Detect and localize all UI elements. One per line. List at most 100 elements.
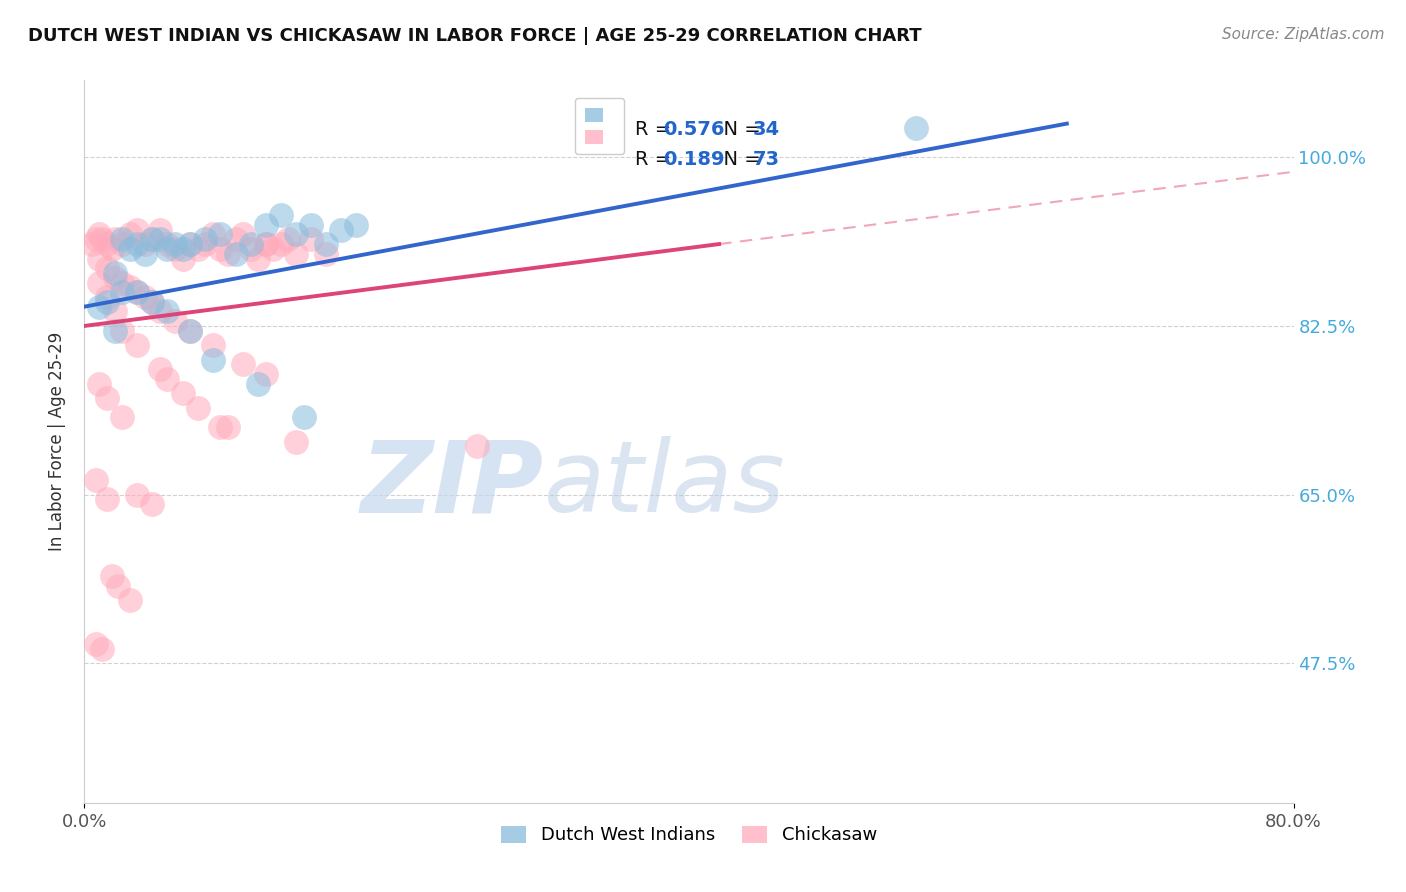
Point [270, 208, 292, 222]
Point [86, 473, 108, 487]
Point [86, 232, 108, 246]
Point [194, 237, 217, 252]
Point [96, 261, 118, 276]
Point [111, 232, 134, 246]
Point [118, 593, 141, 607]
Point [179, 237, 201, 252]
Point [134, 246, 156, 260]
Legend: Dutch West Indians, Chickasaw: Dutch West Indians, Chickasaw [494, 818, 884, 852]
Point [156, 304, 179, 318]
Point [165, 314, 187, 328]
Point [149, 232, 172, 246]
Point [91, 641, 114, 656]
Point [141, 294, 163, 309]
Point [156, 237, 179, 252]
Point [904, 121, 927, 136]
Point [209, 227, 232, 242]
Text: 73: 73 [754, 150, 780, 169]
Point [111, 285, 134, 300]
Point [118, 227, 141, 242]
Text: N =: N = [710, 150, 766, 169]
Point [149, 222, 172, 236]
Point [104, 266, 127, 280]
Point [111, 237, 134, 252]
Point [96, 290, 118, 304]
Point [156, 242, 179, 256]
Point [247, 376, 270, 391]
Point [232, 227, 254, 242]
Point [104, 270, 127, 285]
Point [89, 276, 111, 290]
Point [179, 324, 201, 338]
Point [225, 246, 247, 260]
Point [100, 569, 122, 583]
Point [141, 232, 163, 246]
Point [165, 237, 187, 252]
Point [134, 237, 156, 252]
Point [232, 358, 254, 372]
Point [315, 246, 337, 260]
Point [89, 227, 111, 242]
Text: DUTCH WEST INDIAN VS CHICKASAW IN LABOR FORCE | AGE 25-29 CORRELATION CHART: DUTCH WEST INDIAN VS CHICKASAW IN LABOR … [28, 27, 922, 45]
Point [96, 492, 118, 507]
Point [299, 218, 322, 232]
Point [299, 232, 322, 246]
Point [89, 300, 111, 314]
Text: Source: ZipAtlas.com: Source: ZipAtlas.com [1222, 27, 1385, 42]
Point [127, 285, 149, 300]
Point [118, 242, 141, 256]
Point [91, 232, 114, 246]
Text: R =: R = [634, 150, 678, 169]
Point [254, 237, 277, 252]
Point [118, 280, 141, 294]
Point [141, 232, 163, 246]
Text: 0.576: 0.576 [664, 120, 725, 139]
Text: N =: N = [710, 120, 766, 139]
Point [247, 252, 270, 266]
Point [127, 338, 149, 352]
Text: R =: R = [634, 120, 678, 139]
Point [262, 242, 284, 256]
Point [165, 242, 187, 256]
Point [285, 227, 308, 242]
Point [217, 420, 239, 434]
Point [270, 237, 292, 252]
Point [96, 237, 118, 252]
Point [315, 237, 337, 252]
Point [254, 367, 277, 381]
Point [104, 232, 127, 246]
Point [149, 362, 172, 376]
Point [209, 242, 232, 256]
Point [277, 232, 299, 246]
Text: 34: 34 [754, 120, 780, 139]
Text: atlas: atlas [544, 436, 786, 533]
Point [194, 232, 217, 246]
Point [330, 222, 353, 236]
Point [111, 276, 134, 290]
Point [201, 352, 224, 367]
Point [346, 218, 368, 232]
Point [104, 304, 127, 318]
Point [254, 218, 277, 232]
Point [89, 252, 111, 266]
Point [127, 285, 149, 300]
Point [80, 237, 103, 252]
Point [292, 410, 315, 425]
Point [172, 242, 194, 256]
Point [285, 434, 308, 449]
Point [141, 294, 163, 309]
Point [107, 579, 129, 593]
Point [111, 324, 134, 338]
Point [172, 252, 194, 266]
Point [225, 232, 247, 246]
Y-axis label: In Labor Force | Age 25-29: In Labor Force | Age 25-29 [48, 332, 66, 551]
Point [179, 237, 201, 252]
Point [96, 391, 118, 405]
Point [104, 324, 127, 338]
Point [156, 372, 179, 386]
Point [254, 237, 277, 252]
Point [239, 242, 262, 256]
Point [217, 246, 239, 260]
Point [172, 386, 194, 401]
Text: ZIP: ZIP [361, 436, 544, 533]
